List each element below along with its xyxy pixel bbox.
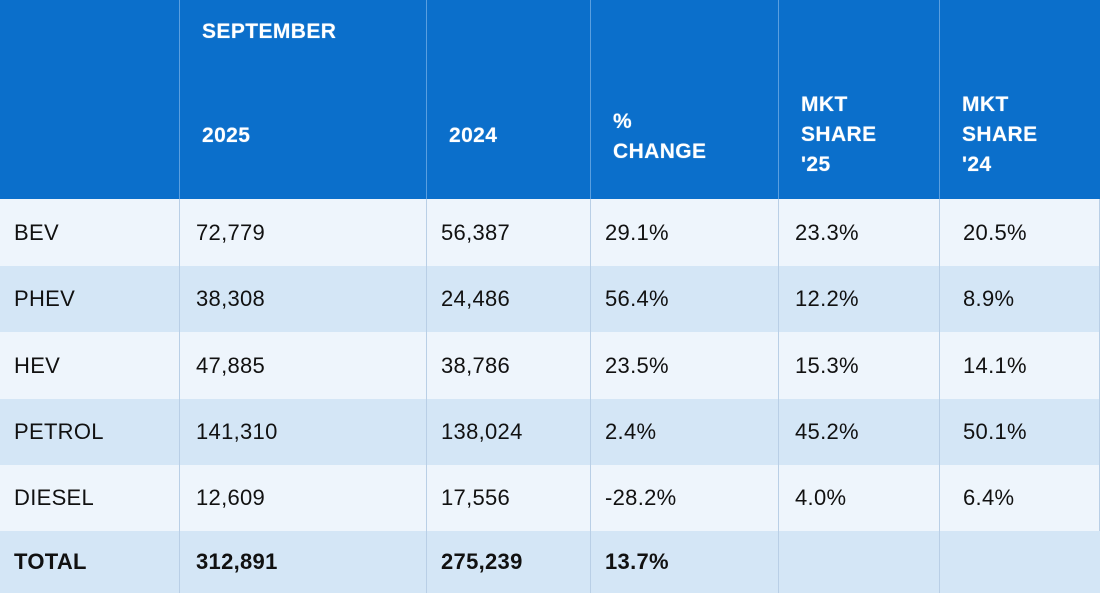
header-2024: 2024	[427, 0, 591, 199]
cell-2024: 24,486	[427, 266, 591, 332]
cell-change: 29.1%	[591, 199, 779, 266]
cell-change: -28.2%	[591, 465, 779, 531]
cell-share-24: 8.9%	[940, 266, 1100, 332]
cell-2024: 56,387	[427, 199, 591, 266]
header-year-label: '25	[801, 153, 831, 176]
header-blank	[0, 0, 180, 199]
cell-share-25: 15.3%	[779, 332, 940, 399]
cell-type: BEV	[0, 199, 180, 266]
cell-2025: 38,308	[180, 266, 427, 332]
header-mkt-share-25: MKT SHARE '25	[779, 0, 940, 199]
total-share-24	[940, 531, 1100, 593]
header-year-label: '24	[962, 153, 992, 176]
header-month: SEPTEMBER	[202, 20, 337, 43]
header-pct-symbol: %	[613, 110, 633, 133]
cell-change: 23.5%	[591, 332, 779, 399]
cell-type: PHEV	[0, 266, 180, 332]
cell-change: 56.4%	[591, 266, 779, 332]
cell-share-25: 45.2%	[779, 399, 940, 465]
header-change-label: CHANGE	[613, 140, 707, 163]
header-pct-change: % CHANGE	[591, 0, 779, 199]
cell-share-24: 6.4%	[940, 465, 1100, 531]
cell-2025: 47,885	[180, 332, 427, 399]
cell-share-24: 14.1%	[940, 332, 1100, 399]
cell-share-24: 20.5%	[940, 199, 1100, 266]
cell-share-24: 50.1%	[940, 399, 1100, 465]
cell-type: DIESEL	[0, 465, 180, 531]
cell-2024: 17,556	[427, 465, 591, 531]
header-share-label: SHARE	[801, 123, 877, 146]
total-2024: 275,239	[427, 531, 591, 593]
header-mkt-label: MKT	[801, 93, 848, 116]
cell-type: PETROL	[0, 399, 180, 465]
cell-2024: 138,024	[427, 399, 591, 465]
header-year-2024: 2024	[449, 124, 498, 147]
cell-type: HEV	[0, 332, 180, 399]
header-mkt-label: MKT	[962, 93, 1009, 116]
cell-2025: 12,609	[180, 465, 427, 531]
total-2025: 312,891	[180, 531, 427, 593]
cell-share-25: 4.0%	[779, 465, 940, 531]
total-label: TOTAL	[0, 531, 180, 593]
cell-change: 2.4%	[591, 399, 779, 465]
header-2025: SEPTEMBER 2025	[180, 0, 427, 199]
header-share-label: SHARE	[962, 123, 1038, 146]
cell-share-25: 12.2%	[779, 266, 940, 332]
cell-share-25: 23.3%	[779, 199, 940, 266]
total-share-25	[779, 531, 940, 593]
cell-2024: 38,786	[427, 332, 591, 399]
cell-2025: 72,779	[180, 199, 427, 266]
cell-2025: 141,310	[180, 399, 427, 465]
header-mkt-share-24: MKT SHARE '24	[940, 0, 1100, 199]
header-year-2025: 2025	[202, 124, 251, 147]
total-change: 13.7%	[591, 531, 779, 593]
